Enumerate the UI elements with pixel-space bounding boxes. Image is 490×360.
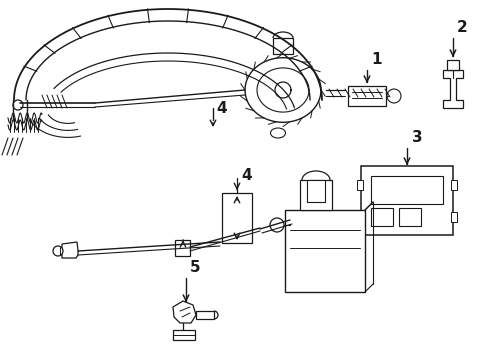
Bar (357, 180, 363, 190)
Bar (348, 86, 386, 106)
Bar (222, 193, 252, 243)
Bar (175, 240, 190, 256)
Polygon shape (443, 70, 463, 108)
Text: 2: 2 (457, 20, 468, 35)
Ellipse shape (270, 128, 286, 138)
Circle shape (13, 100, 23, 110)
Bar (371, 208, 393, 226)
Circle shape (387, 89, 401, 103)
Text: 4: 4 (216, 100, 227, 116)
Bar (173, 330, 195, 340)
Bar (451, 180, 457, 190)
Bar (447, 60, 459, 70)
Polygon shape (173, 301, 196, 323)
Text: 4: 4 (241, 167, 252, 183)
FancyBboxPatch shape (361, 166, 453, 235)
Bar (300, 180, 332, 210)
Bar (371, 176, 443, 204)
Circle shape (53, 246, 63, 256)
Bar (307, 180, 325, 202)
Bar (451, 212, 457, 222)
Text: 3: 3 (412, 130, 423, 145)
FancyBboxPatch shape (285, 210, 365, 292)
Circle shape (270, 218, 284, 232)
Text: 1: 1 (371, 52, 382, 67)
Bar (357, 212, 363, 222)
Bar (399, 208, 421, 226)
Bar (273, 38, 293, 54)
Bar (196, 311, 214, 319)
Text: 5: 5 (190, 260, 200, 275)
Polygon shape (62, 242, 78, 258)
